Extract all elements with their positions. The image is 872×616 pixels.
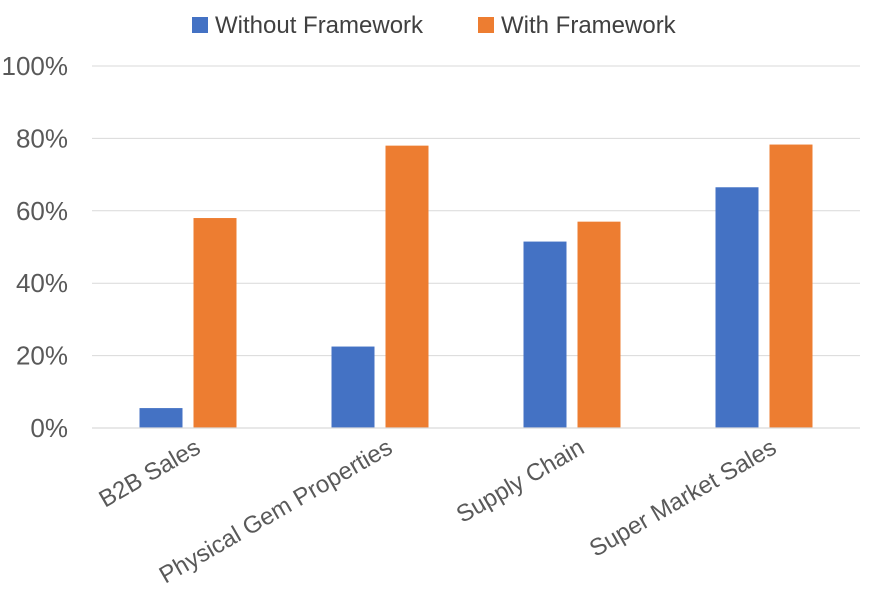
legend: Without Framework With Framework xyxy=(192,12,677,39)
bar-without-framework xyxy=(715,187,759,428)
bar-without-framework xyxy=(139,408,183,428)
y-tick-label: 20% xyxy=(16,341,68,371)
bar-with-framework xyxy=(769,144,813,428)
legend-swatch xyxy=(192,17,208,33)
bar-with-framework xyxy=(577,221,621,428)
x-category-label: Super Market Sales xyxy=(585,434,781,563)
legend-label: Without Framework xyxy=(215,12,424,39)
bar-without-framework xyxy=(523,241,567,428)
x-category-label: Supply Chain xyxy=(452,434,589,529)
legend-label: With Framework xyxy=(501,12,677,39)
y-axis-tick-labels: 0% 20% 40% 60% 80% 100% xyxy=(2,51,69,443)
bar-with-framework xyxy=(385,145,429,428)
bar-without-framework xyxy=(331,346,375,428)
legend-swatch xyxy=(478,17,494,33)
y-tick-label: 60% xyxy=(16,196,68,226)
y-tick-label: 0% xyxy=(30,413,68,443)
bar-with-framework xyxy=(193,218,237,428)
y-tick-label: 80% xyxy=(16,123,68,153)
y-tick-label: 40% xyxy=(16,268,68,298)
y-tick-label: 100% xyxy=(2,51,69,81)
x-category-label: B2B Sales xyxy=(94,434,205,513)
bars xyxy=(139,144,813,428)
